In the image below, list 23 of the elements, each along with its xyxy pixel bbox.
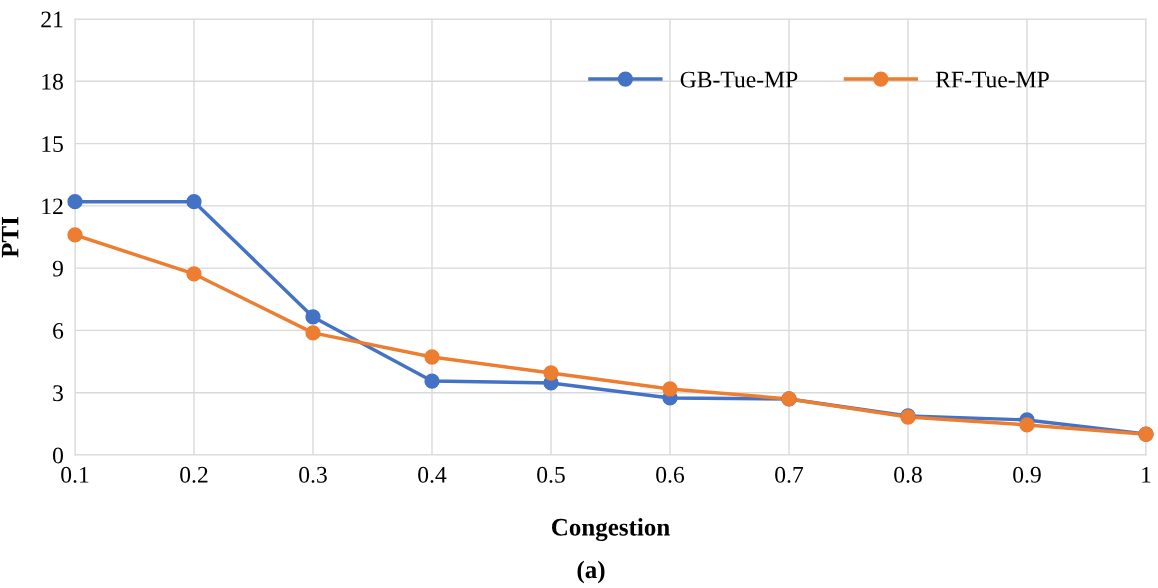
x-tick-label: 0.8 bbox=[894, 466, 922, 483]
y-tick-label: 0 bbox=[52, 447, 63, 464]
y-tick-label: 15 bbox=[42, 136, 63, 152]
x-tick-label: 0.6 bbox=[656, 466, 685, 483]
text: (a) bbox=[577, 560, 605, 584]
x-tick-label: 0.2 bbox=[180, 466, 208, 483]
y-tick-label: 18 bbox=[42, 73, 63, 90]
x-axis-title: Congestion bbox=[551, 518, 670, 541]
legend-label: RF-Tue-MP bbox=[935, 71, 1049, 88]
x-tick-label: 0.7 bbox=[775, 466, 804, 483]
legend-label: GB-Tue-MP bbox=[680, 71, 798, 88]
y-tick-label: 21 bbox=[41, 11, 63, 28]
y-tick-label: 12 bbox=[42, 198, 63, 215]
x-tick-label: 0.9 bbox=[1013, 466, 1041, 483]
y-tick-label: 3 bbox=[53, 385, 63, 402]
y-tick-label: 9 bbox=[52, 260, 63, 277]
x-tick-label: 0.1 bbox=[61, 466, 89, 483]
x-tick-label: 0.4 bbox=[418, 466, 447, 483]
x-tick-label: 0.5 bbox=[537, 466, 565, 483]
x-tick-label: 0.3 bbox=[299, 466, 327, 483]
y-tick-label: 6 bbox=[53, 322, 64, 339]
x-tick-label: 1 bbox=[1142, 466, 1151, 483]
y-axis-title: PTI bbox=[1, 217, 19, 258]
